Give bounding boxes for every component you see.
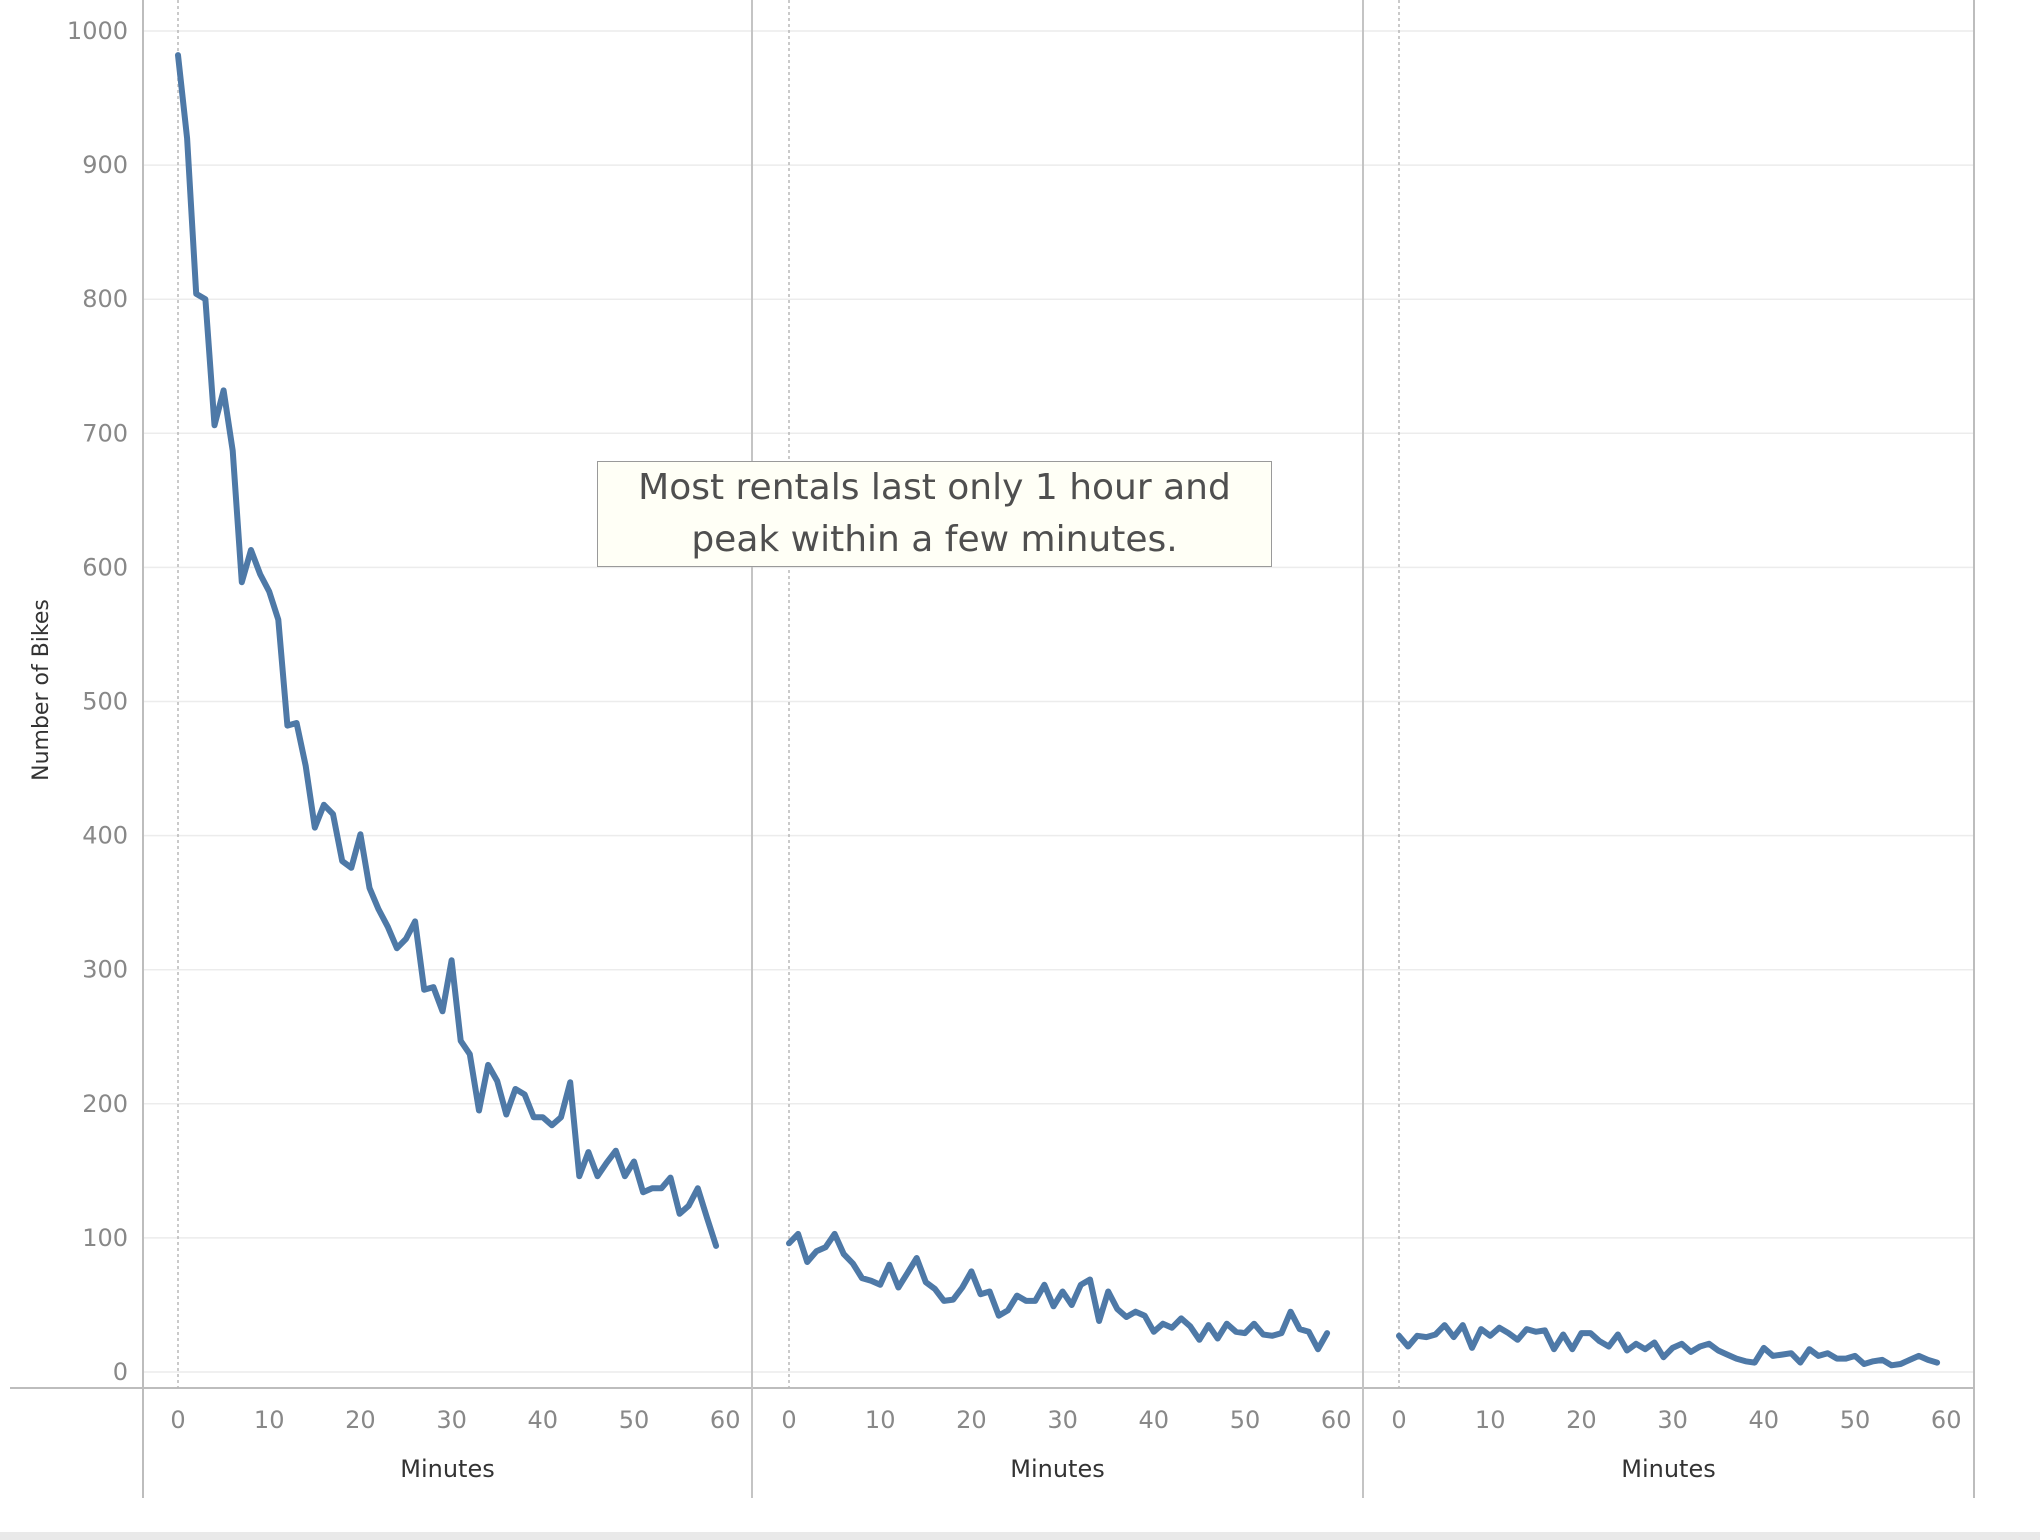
x-tick-label: 20 [1566, 1406, 1597, 1434]
annotation-box: Most rentals last only 1 hour and peak w… [597, 461, 1272, 567]
x-tick-label: 50 [619, 1406, 650, 1434]
x-tick-label: 10 [1475, 1406, 1506, 1434]
annotation-line-2: peak within a few minutes. [691, 519, 1178, 560]
x-tick-label: 40 [528, 1406, 559, 1434]
x-tick-label: 30 [1657, 1406, 1688, 1434]
chart-frame [10, 0, 1975, 1498]
x-tick-label: 0 [1391, 1406, 1406, 1434]
x-tick-label: 30 [436, 1406, 467, 1434]
bottom-scrollbar-strip [0, 1532, 2040, 1540]
series-line [786, 1230, 1331, 1353]
gridlines [143, 30, 1974, 1373]
y-tick-label: 400 [82, 822, 128, 850]
y-tick-label: 900 [82, 151, 128, 179]
x-tick-label: 30 [1047, 1406, 1078, 1434]
x-tick-label: 10 [254, 1406, 285, 1434]
x-tick-label: 40 [1139, 1406, 1170, 1434]
y-axis-title: Number of Bikes [29, 599, 54, 781]
x-tick-label: 50 [1840, 1406, 1871, 1434]
x-tick-label: 10 [865, 1406, 896, 1434]
y-tick-label: 0 [113, 1358, 128, 1386]
x-tick-label: 0 [170, 1406, 185, 1434]
series-line [175, 52, 720, 1249]
x-tick-label: 40 [1749, 1406, 1780, 1434]
x-tick-label: 50 [1230, 1406, 1261, 1434]
y-tick-label: 500 [82, 688, 128, 716]
x-axis-title: Minutes [1621, 1455, 1715, 1483]
x-axis-title: Minutes [1010, 1455, 1104, 1483]
y-tick-label: 300 [82, 956, 128, 984]
annotation-line-1: Most rentals last only 1 hour and [638, 467, 1231, 508]
x-tick-label: 60 [1931, 1406, 1962, 1434]
y-tick-label: 600 [82, 553, 128, 581]
y-tick-label: 800 [82, 285, 128, 313]
y-tick-label: 1000 [67, 17, 128, 45]
y-tick-label: 700 [82, 419, 128, 447]
y-tick-label: 200 [82, 1090, 128, 1118]
x-tick-label: 20 [956, 1406, 987, 1434]
x-axis: 0 10 20 30 40 50 60 Minutes 0 10 20 30 40 50 60 Minutes… [170, 1406, 1961, 1483]
x-tick-label: 20 [345, 1406, 376, 1434]
x-axis-title: Minutes [400, 1455, 494, 1483]
x-tick-label: 0 [781, 1406, 796, 1434]
y-tick-label: 100 [82, 1224, 128, 1252]
x-tick-label: 60 [1321, 1406, 1352, 1434]
chart-panels [175, 0, 1941, 1388]
x-tick-label: 60 [710, 1406, 741, 1434]
series-line [1396, 1322, 1941, 1369]
y-axis: 0 100 200 300 400 500 600 700 800 900 1000 [67, 17, 128, 1386]
